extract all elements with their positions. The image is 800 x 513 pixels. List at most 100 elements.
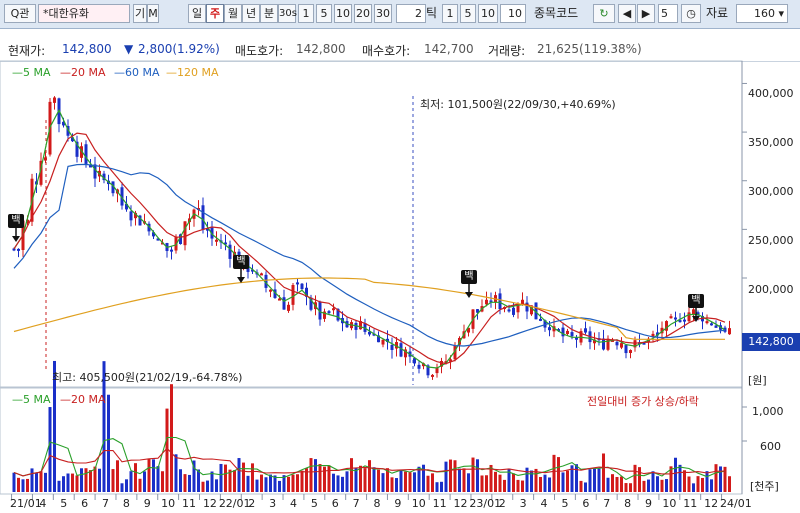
volume-bar (318, 464, 322, 492)
candle-body (521, 299, 524, 305)
tick-5-button[interactable]: 5 (460, 4, 476, 23)
m-button[interactable]: M (147, 4, 159, 23)
signal-marker-icon[interactable]: 백 (688, 294, 704, 308)
volume-bar (327, 465, 331, 492)
toolbar: Q관 *대한유화 기 M 일 주 월 년 분 30s 1 5 10 20 30 … (0, 0, 800, 29)
candle-body (80, 146, 83, 158)
volume-bar (359, 465, 362, 492)
tab-day[interactable]: 일 (188, 4, 206, 23)
volume-bar (84, 468, 88, 492)
volume-bar (305, 468, 308, 492)
signal-marker-icon[interactable]: 백 (233, 255, 249, 269)
volume-bar (350, 458, 353, 492)
x-axis-label: 4 (289, 497, 297, 510)
candle-body (296, 282, 299, 285)
tick-count-input[interactable]: 2 (396, 4, 426, 23)
tab-month[interactable]: 월 (224, 4, 242, 23)
candle-body (516, 304, 520, 313)
volume-note: 전일대비 증가 상승/하락 (587, 395, 699, 408)
volume-bar (665, 479, 668, 492)
candle-body (530, 305, 533, 315)
count-input[interactable]: 5 (658, 4, 678, 23)
prev-icon[interactable]: ◀ (618, 4, 636, 23)
candle-body (336, 308, 340, 321)
interval-20-button[interactable]: 20 (354, 4, 372, 23)
refresh-icon[interactable]: ↻ (593, 4, 615, 23)
tick-10-button[interactable]: 10 (478, 4, 498, 23)
volume-bar (615, 476, 619, 492)
candle-body (467, 327, 470, 333)
volume-bar (489, 464, 493, 492)
candle-body (309, 297, 313, 310)
volume-bar (678, 464, 682, 492)
volume-bar (71, 473, 74, 492)
candle-body (183, 221, 187, 246)
candle-body (620, 343, 623, 348)
volume-bar (714, 464, 718, 492)
tick-1-button[interactable]: 1 (442, 4, 458, 23)
volume-bar (503, 479, 506, 492)
volume-bar (309, 458, 313, 492)
volume-bar (246, 475, 250, 492)
x-axis-label: 5 (310, 497, 318, 510)
gi-button[interactable]: 기 (133, 4, 147, 23)
volume-bar (471, 457, 475, 492)
volume-bar (300, 470, 304, 492)
volume-bar (692, 483, 695, 492)
interval-30-button[interactable]: 30 (374, 4, 392, 23)
x-axis-label: 9 (143, 497, 151, 510)
volume-bar (89, 470, 92, 492)
volume-bar (62, 476, 65, 492)
price-axis-tick: 200,000 (748, 283, 794, 296)
candle-body (66, 125, 70, 136)
volume-bar (647, 479, 650, 492)
price-axis-tick: 250,000 (748, 234, 794, 247)
volume-bar (674, 457, 677, 492)
candle-body (674, 317, 677, 320)
ma60-line (13, 163, 726, 347)
legend-20ma: —20 MA (60, 66, 106, 79)
candle-body (224, 242, 227, 245)
candle-body (138, 215, 142, 226)
next-icon[interactable]: ▶ (637, 4, 655, 23)
volume-bar (120, 483, 124, 492)
candle-body (120, 187, 124, 206)
candle-body (507, 309, 511, 312)
tab-30s[interactable]: 30s (278, 4, 297, 23)
volume-bar (606, 477, 610, 492)
clock-icon[interactable]: ◷ (681, 4, 701, 23)
candle-body (62, 121, 65, 126)
interval-1-button[interactable]: 1 (298, 4, 314, 23)
volume-bar (480, 475, 484, 492)
signal-marker-icon[interactable]: 백 (8, 214, 24, 228)
volume-bar (165, 408, 169, 492)
candle-body (318, 301, 322, 320)
volume-bar (467, 473, 470, 492)
signal-arrow-head (692, 316, 700, 322)
candle-body (174, 236, 178, 251)
volume-bar (651, 471, 655, 492)
signal-marker-icon[interactable]: 백 (461, 270, 477, 284)
candle-body (593, 339, 596, 344)
tab-week[interactable]: 주 (206, 4, 224, 23)
bid-value: 142,700 (424, 42, 474, 56)
tab-year[interactable]: 년 (242, 4, 260, 23)
tab-minute[interactable]: 분 (260, 4, 278, 23)
interval-5-button[interactable]: 5 (316, 4, 332, 23)
interval-10-button[interactable]: 10 (334, 4, 352, 23)
volume-bar (21, 479, 25, 492)
data-count-select[interactable]: 160 ▾ (736, 4, 788, 23)
volume-bar (111, 469, 115, 492)
x-axis-label: 8 (624, 497, 632, 510)
volume-bar (143, 471, 146, 492)
tick-input[interactable]: 10 (500, 4, 526, 23)
candle-body (111, 181, 115, 194)
candle-body (728, 328, 731, 335)
search-button[interactable]: Q관 (4, 4, 36, 23)
volume-bar (215, 479, 218, 492)
stock-name-input[interactable]: *대한유화 (38, 4, 130, 23)
x-axis-label: 12 (202, 497, 217, 510)
candle-body (512, 307, 515, 315)
candle-body (417, 364, 421, 369)
